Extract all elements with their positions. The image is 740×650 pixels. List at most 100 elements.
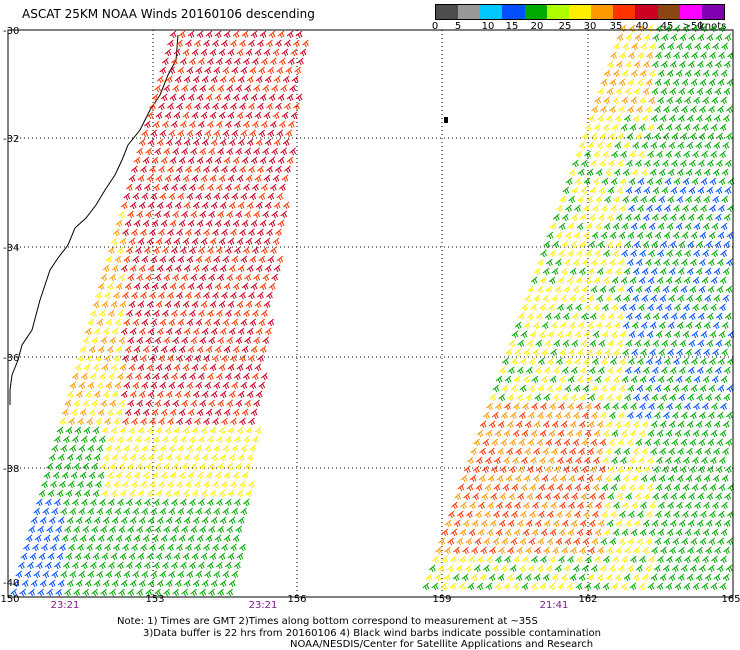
wind-barb — [540, 402, 547, 411]
wind-barb — [164, 48, 172, 57]
wind-barb — [488, 573, 496, 582]
wind-barb — [562, 186, 570, 195]
wind-barb — [259, 93, 267, 102]
wind-barb — [269, 246, 277, 255]
wind-barb — [246, 201, 254, 210]
wind-barb — [636, 510, 644, 519]
wind-barb — [227, 237, 235, 246]
wind-barb — [639, 249, 646, 258]
wind-barb — [653, 564, 661, 573]
wind-barb — [105, 444, 113, 453]
wind-barb — [277, 93, 285, 102]
wind-barb — [224, 498, 232, 507]
wind-barb — [592, 204, 599, 213]
wind-barb — [183, 264, 191, 273]
wind-barb — [723, 87, 731, 96]
wind-barb — [668, 267, 676, 276]
wind-barb — [133, 471, 141, 480]
wind-barb — [222, 318, 230, 327]
wind-barb — [141, 507, 149, 516]
wind-barb — [48, 516, 56, 525]
wind-barb — [602, 429, 610, 438]
wind-barb — [671, 438, 679, 447]
wind-barb — [701, 276, 709, 285]
wind-barb — [547, 456, 555, 465]
wind-barb — [179, 498, 187, 507]
wind-barb — [723, 60, 731, 69]
wind-barb — [226, 84, 234, 93]
wind-barb — [186, 381, 194, 390]
wind-barb — [656, 123, 664, 132]
wind-barb — [709, 177, 717, 186]
wind-barb — [632, 141, 640, 150]
wind-barb — [181, 147, 189, 156]
wind-barb — [266, 291, 273, 300]
wind-barb — [251, 183, 259, 192]
wind-barb — [678, 60, 686, 69]
wind-barb — [263, 48, 271, 57]
wind-barb — [690, 105, 697, 114]
wind-barb — [450, 528, 458, 537]
wind-barb — [508, 492, 516, 501]
wind-barb — [721, 168, 729, 177]
wind-barb — [713, 420, 721, 429]
wind-barb — [195, 444, 203, 453]
wind-barb — [267, 66, 275, 75]
wind-barb — [645, 510, 653, 519]
wind-barb — [125, 246, 133, 255]
wind-barb — [722, 114, 730, 123]
wind-barb — [647, 276, 655, 285]
wind-barb — [203, 417, 210, 426]
wind-barb — [663, 105, 670, 114]
wind-barb — [197, 498, 205, 507]
wind-barb — [660, 366, 668, 375]
wind-barb — [642, 213, 650, 222]
wind-barb — [705, 60, 713, 69]
wind-barb — [201, 201, 209, 210]
wind-barb — [286, 93, 294, 102]
wind-barb — [656, 303, 663, 312]
wind-barb — [722, 267, 730, 276]
wind-barb — [589, 465, 597, 474]
wind-barb — [526, 492, 534, 501]
wind-barb — [231, 381, 239, 390]
wind-barb — [726, 510, 734, 519]
wind-barb — [152, 309, 160, 318]
wind-barb — [194, 228, 201, 237]
wind-barb — [178, 282, 186, 291]
wind-barb — [600, 510, 608, 519]
wind-barb — [172, 462, 180, 471]
wind-barb — [517, 465, 525, 474]
wind-barb — [205, 408, 213, 417]
wind-barb — [15, 570, 23, 579]
wind-barb — [510, 510, 518, 519]
wind-barb — [149, 165, 156, 174]
wind-barb — [194, 165, 201, 174]
wind-barb — [221, 480, 228, 489]
wind-barb — [291, 75, 299, 84]
wind-barb — [583, 204, 590, 213]
wind-barb — [542, 420, 550, 429]
note-line-2: 3)Data buffer is 22 hrs from 20160106 4)… — [143, 628, 601, 639]
wind-barb — [687, 519, 695, 528]
wind-barb — [578, 573, 586, 582]
wind-barb — [610, 456, 618, 465]
wind-barb — [125, 435, 133, 444]
wind-barb — [263, 174, 271, 183]
wind-barb — [141, 318, 149, 327]
wind-barb — [723, 366, 731, 375]
wind-barb — [167, 165, 174, 174]
wind-barb — [228, 264, 236, 273]
wind-barb — [496, 474, 504, 483]
wind-barb — [269, 120, 277, 129]
wind-barb — [237, 516, 245, 525]
wind-barb — [12, 579, 20, 588]
wind-barb — [129, 453, 137, 462]
wind-barb — [704, 114, 712, 123]
wind-barb — [703, 42, 711, 51]
wind-barb — [169, 282, 177, 291]
wind-barb — [680, 438, 688, 447]
wind-barb — [118, 399, 126, 408]
lat-label-40: -40 — [3, 578, 20, 589]
wind-barb — [110, 552, 118, 561]
